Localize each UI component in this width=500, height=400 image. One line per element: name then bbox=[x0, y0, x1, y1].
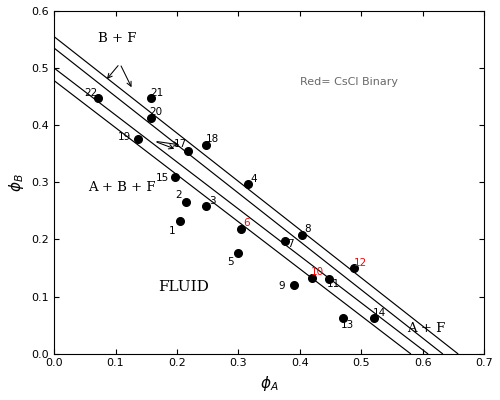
Text: 11: 11 bbox=[327, 279, 340, 289]
Text: 4: 4 bbox=[250, 174, 257, 184]
Text: Red= CsCl Binary: Red= CsCl Binary bbox=[300, 77, 398, 87]
Text: 12: 12 bbox=[354, 258, 366, 268]
Text: 10: 10 bbox=[310, 267, 324, 277]
X-axis label: $\phi_A$: $\phi_A$ bbox=[260, 374, 278, 393]
Text: A + B + F: A + B + F bbox=[88, 181, 156, 194]
Text: FLUID: FLUID bbox=[158, 280, 210, 294]
Text: 14: 14 bbox=[373, 308, 386, 318]
Text: B + F: B + F bbox=[98, 32, 136, 45]
Text: 17: 17 bbox=[174, 139, 186, 149]
Text: 5: 5 bbox=[227, 257, 234, 267]
Text: 15: 15 bbox=[156, 173, 170, 183]
Text: 6: 6 bbox=[243, 218, 250, 228]
Text: 1: 1 bbox=[169, 226, 175, 236]
Y-axis label: $\phi_B$: $\phi_B$ bbox=[7, 173, 26, 192]
Text: 7: 7 bbox=[288, 239, 294, 249]
Text: 20: 20 bbox=[150, 107, 162, 117]
Text: 9: 9 bbox=[278, 281, 284, 291]
Text: 3: 3 bbox=[210, 196, 216, 206]
Text: 22: 22 bbox=[84, 88, 98, 98]
Text: A + F: A + F bbox=[408, 322, 446, 335]
Text: 8: 8 bbox=[304, 224, 311, 234]
Text: 13: 13 bbox=[341, 320, 354, 330]
Text: 2: 2 bbox=[176, 190, 182, 200]
Text: 21: 21 bbox=[150, 88, 164, 98]
Text: 19: 19 bbox=[118, 132, 132, 142]
Text: 18: 18 bbox=[206, 134, 219, 144]
